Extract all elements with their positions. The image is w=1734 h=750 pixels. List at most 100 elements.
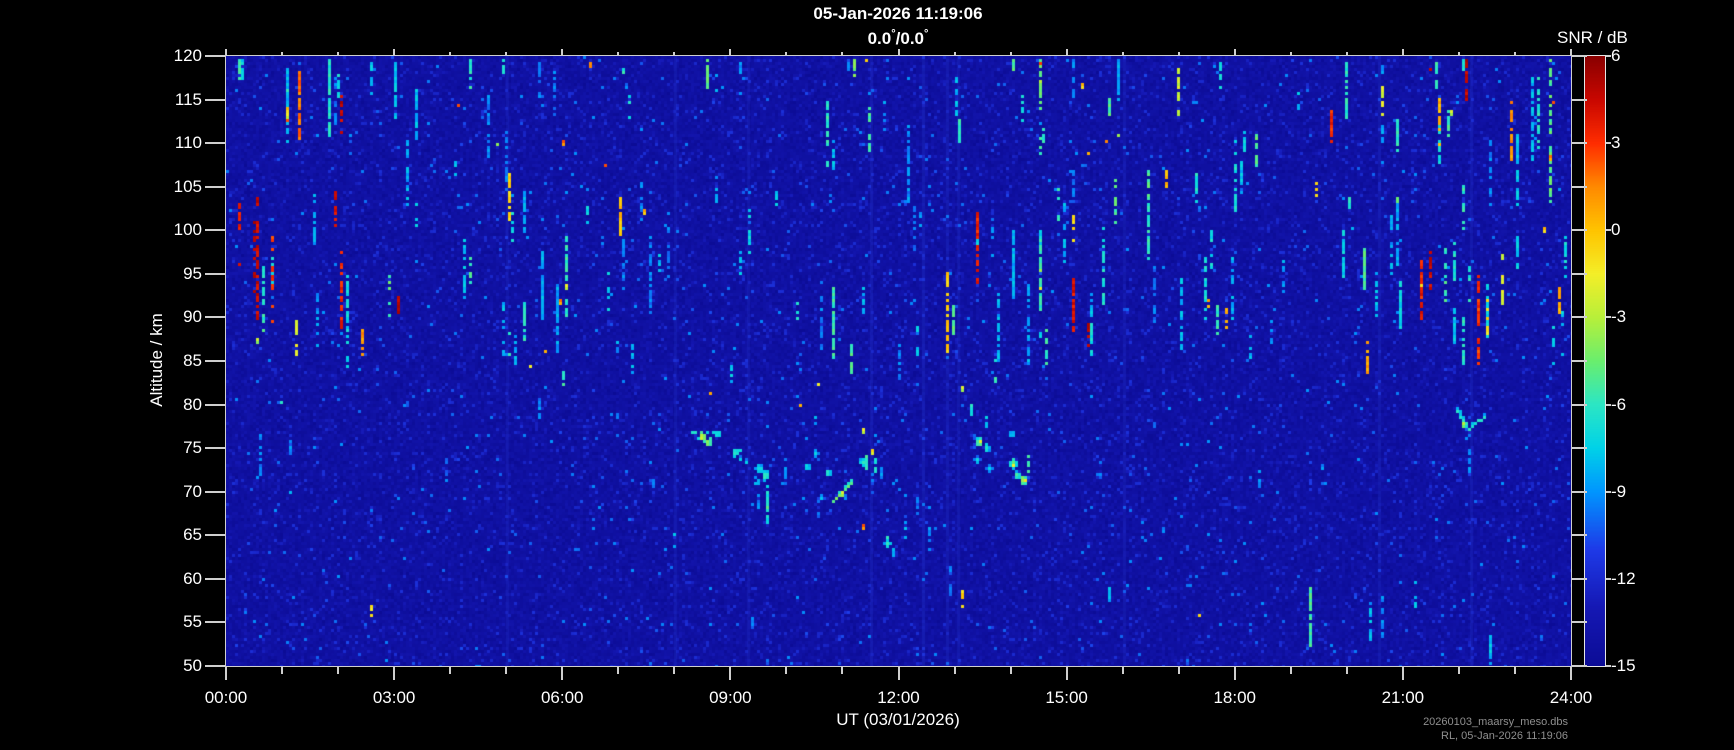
- y-tick-right: [1572, 447, 1587, 450]
- x-tick: [1401, 667, 1404, 680]
- x-tick: [561, 667, 564, 680]
- colorbar-tick-label: -15: [1611, 656, 1636, 675]
- x-tick: [505, 667, 508, 674]
- x-tick-top: [1513, 52, 1516, 55]
- y-tick-right: [1572, 577, 1587, 580]
- x-tick-label: 18:00: [1213, 688, 1257, 707]
- y-tick-right: [1572, 360, 1587, 362]
- y-tick-right: [1572, 403, 1587, 406]
- x-tick-label: 15:00: [1045, 688, 1088, 707]
- colorbar-tick-label: -6: [1611, 394, 1627, 414]
- colorbar-tick: [1606, 55, 1611, 57]
- x-tick-top: [449, 52, 452, 55]
- y-tick-right: [1572, 665, 1587, 667]
- x-tick-top: [1121, 52, 1124, 55]
- plot-subtitle: 0.0°/0.0°: [868, 28, 929, 49]
- x-tick-label: 00:00: [204, 688, 248, 707]
- y-tick: [205, 55, 225, 57]
- y-tick: [205, 360, 225, 362]
- x-tick-top: [281, 52, 284, 55]
- colorbar-canvas: [1585, 56, 1605, 666]
- x-tick: [1513, 667, 1516, 674]
- y-tick: [205, 403, 225, 406]
- x-tick-top: [1401, 49, 1404, 55]
- y-tick-label: 90: [183, 307, 202, 327]
- y-tick: [205, 316, 225, 319]
- y-tick-right: [1572, 55, 1587, 57]
- x-tick: [785, 667, 788, 674]
- x-tick-label: 12:00: [877, 688, 920, 707]
- x-tick: [729, 667, 732, 680]
- x-tick-top: [1065, 49, 1068, 55]
- x-tick-top: [505, 52, 508, 55]
- y-tick-right: [1572, 534, 1587, 537]
- credit-file: 20260103_maarsy_meso.dbs: [1423, 716, 1568, 728]
- x-tick-top: [337, 52, 340, 55]
- x-tick: [1289, 667, 1292, 674]
- azimuth-value: 0.0: [867, 29, 892, 48]
- y-tick-label: 100: [173, 220, 202, 240]
- colorbar-tick-label: -3: [1611, 307, 1627, 327]
- y-tick: [205, 534, 225, 537]
- y-tick-label: 65: [183, 525, 202, 545]
- y-tick-right: [1572, 229, 1587, 232]
- y-tick: [205, 142, 225, 145]
- colorbar-tick: [1606, 490, 1611, 493]
- colorbar-label: SNR / dB: [1557, 28, 1628, 47]
- y-tick-right: [1572, 316, 1587, 319]
- x-tick-top: [393, 49, 396, 55]
- x-tick-top: [841, 52, 844, 55]
- y-tick-right: [1572, 98, 1587, 101]
- x-tick: [1457, 667, 1460, 674]
- pointing-separator: /: [895, 29, 901, 48]
- x-tick-top: [1345, 52, 1348, 55]
- colorbar-tick-label: -12: [1611, 568, 1636, 588]
- x-tick: [1121, 667, 1124, 674]
- x-tick: [281, 667, 284, 674]
- x-tick-top: [1177, 52, 1180, 55]
- x-tick-top: [1289, 52, 1292, 55]
- y-tick-label: 120: [173, 46, 202, 65]
- y-tick: [205, 447, 225, 450]
- colorbar-tick-label: 6: [1611, 46, 1621, 65]
- degree-symbol: °: [891, 28, 896, 40]
- x-tick-top: [729, 49, 732, 55]
- x-tick-top: [897, 49, 900, 55]
- y-tick-label: 115: [174, 89, 202, 109]
- colorbar-tick: [1606, 403, 1611, 406]
- heatmap-canvas: [226, 56, 1571, 666]
- y-tick-right: [1572, 142, 1587, 145]
- y-tick-label: 50: [183, 656, 202, 675]
- y-tick-right: [1572, 490, 1587, 493]
- y-tick-label: 105: [173, 176, 202, 196]
- colorbar-tick: [1606, 665, 1611, 667]
- x-tick-top: [1457, 52, 1460, 55]
- y-tick-label: 85: [183, 351, 202, 370]
- x-tick-label: 24:00: [1549, 688, 1593, 707]
- y-tick-label: 80: [183, 394, 202, 414]
- y-tick: [205, 490, 225, 493]
- plot-title: 05-Jan-2026 11:19:06: [813, 4, 983, 23]
- x-tick: [617, 667, 620, 674]
- x-tick: [1345, 667, 1348, 674]
- x-tick: [841, 667, 844, 674]
- colorbar-tick-label: 0: [1611, 220, 1621, 240]
- x-tick-label: 06:00: [540, 688, 584, 707]
- y-tick-right: [1572, 621, 1587, 624]
- y-tick-label: 110: [174, 133, 202, 153]
- y-tick-label: 60: [183, 568, 202, 588]
- x-tick: [1009, 667, 1012, 674]
- x-tick: [225, 667, 227, 680]
- credit-stamp: RL, 05-Jan-2026 11:19:06: [1441, 730, 1568, 742]
- colorbar-tick: [1606, 316, 1611, 319]
- x-tick-top: [617, 52, 620, 55]
- y-tick-label: 55: [183, 612, 202, 632]
- y-tick: [205, 577, 225, 580]
- degree-symbol: °: [924, 28, 929, 40]
- x-tick: [673, 667, 676, 674]
- y-tick: [205, 98, 225, 101]
- y-tick: [205, 665, 225, 667]
- elevation-value: 0.0: [900, 29, 925, 48]
- colorbar-tick-label: 3: [1611, 133, 1621, 153]
